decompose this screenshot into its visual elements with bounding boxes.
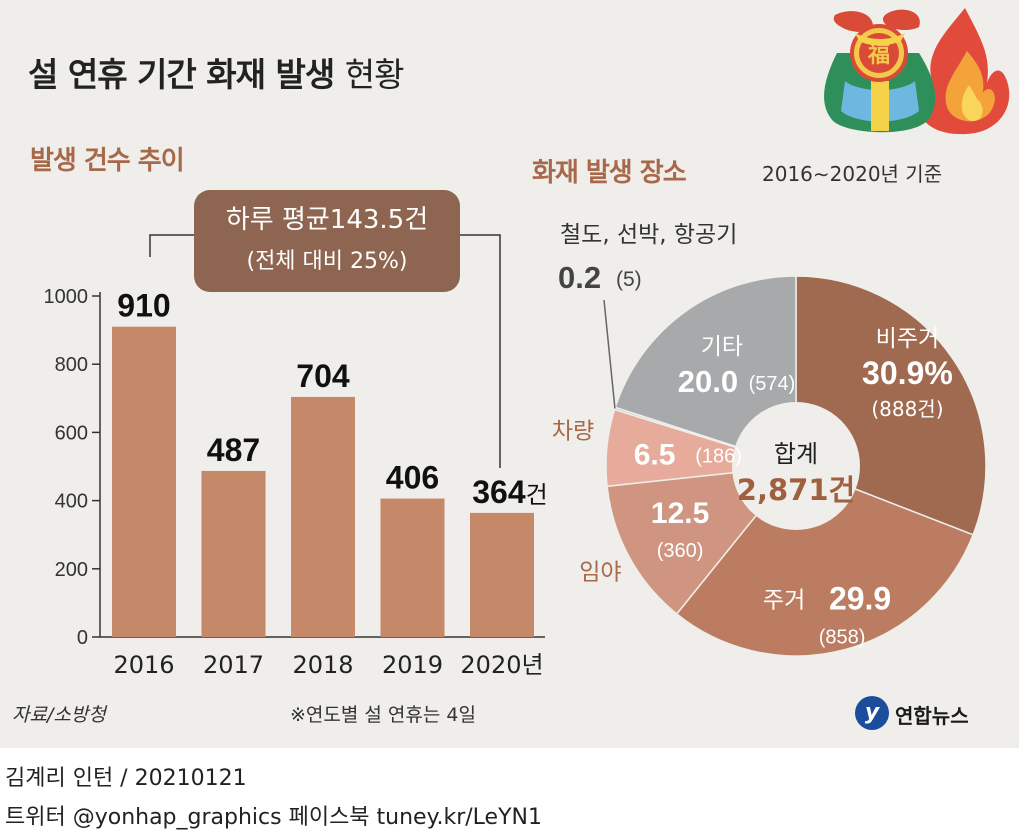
slice-value-label: 30.9% — [862, 355, 953, 391]
slice-name-label: 기타 — [701, 334, 743, 360]
bar — [112, 326, 176, 637]
slice-count-label: (888건) — [871, 397, 943, 421]
bar-category-label: 2017 — [203, 651, 264, 679]
slice-name-label: 임야 — [579, 559, 621, 585]
bar-category-label: 2020년 — [460, 651, 543, 679]
donut-chart: 합계 2,871건 비주거 30.9% (888건) 주거 29.9 (858) 12.5 (… — [552, 222, 987, 657]
slice-name-label: 철도, 선박, 항공기 — [560, 222, 737, 248]
slice-name-label: 비주거 — [876, 326, 939, 352]
bar-category-label: 2019 — [382, 651, 443, 679]
bar-y-tick-label: 800 — [55, 354, 88, 376]
bar-value-label: 487 — [207, 432, 260, 468]
bar-y-tick-label: 1000 — [44, 286, 89, 308]
slice-count-label: (360) — [657, 540, 704, 562]
donut-slice — [675, 465, 975, 657]
slice-value-label: 20.0 — [678, 364, 738, 399]
callout: 하루 평균143.5건 (전체 대비 25%) — [149, 190, 501, 468]
donut-slice — [614, 275, 797, 468]
author-date: 김계리 인턴 / 20210121 — [5, 766, 247, 791]
bar-value-label: 406 — [386, 460, 439, 496]
donut-center-label: 합계 — [774, 440, 818, 468]
bar-y-tick-label: 200 — [55, 559, 88, 581]
slice-value-label: 12.5 — [651, 497, 709, 530]
slice-value-label: 6.5 — [634, 438, 676, 471]
callout-line1: 하루 평균143.5건 — [226, 205, 428, 235]
yonhap-logo-icon: y — [855, 696, 889, 730]
bar — [470, 512, 534, 637]
bar — [380, 498, 445, 637]
lucky-bag-fire-illustration: 福 — [824, 8, 1010, 135]
bar-category-label: 2016 — [113, 651, 174, 679]
bar-value-label: 364건 — [472, 474, 547, 510]
yonhap-logo-text: 연합뉴스 — [895, 704, 969, 728]
slice-count-label: (186) — [695, 445, 742, 467]
bar-series: 910 2016 487 2017 704 2018 406 2019 364건 2020년 — [112, 288, 548, 679]
pie-section-title: 화재 발생 장소 — [532, 158, 687, 188]
bar-value-label: 910 — [117, 288, 170, 324]
page-title: 설 연휴 기간 화재 발생 현황 — [28, 55, 404, 94]
slice-count-label: (858) — [819, 626, 866, 648]
callout-line2: (전체 대비 25%) — [246, 249, 407, 274]
basis-period: 2016∼2020년 기준 — [762, 162, 943, 186]
slice-value-label: 0.2 — [558, 260, 601, 295]
donut-hole — [732, 402, 860, 530]
svg-text:福: 福 — [867, 42, 890, 67]
bar-section-title: 발생 건수 추이 — [30, 146, 185, 176]
donut-center-value: 2,871건 — [737, 473, 855, 507]
bar-y-tick-label: 0 — [77, 627, 88, 649]
callout-box — [194, 190, 460, 292]
bar-y-tick-label: 600 — [55, 422, 88, 444]
bar-category-label: 2018 — [292, 651, 353, 679]
bar-value-label: 704 — [296, 358, 350, 394]
yonhap-logo: y 연합뉴스 — [855, 696, 1005, 732]
leader-line — [603, 299, 616, 409]
source-credit: 자료/소방청 — [12, 704, 106, 726]
callout-connector-left — [149, 234, 194, 257]
bar — [201, 470, 266, 637]
slice-count-label: (5) — [616, 268, 642, 291]
callout-connector-right — [460, 234, 501, 468]
slice-value-label: 29.9 — [829, 580, 891, 616]
slice-name-label: 주거 — [763, 587, 805, 613]
social-links: 트위터 @yonhap_graphics 페이스북 tuney.kr/LeYN1 — [5, 805, 542, 830]
slice-count-label: (574) — [749, 373, 796, 395]
donut-labels: 비주거 30.9% (888건) 주거 29.9 (858) 12.5 (360) 임야 6.5 (… — [552, 222, 953, 648]
bar — [291, 396, 355, 637]
bar-y-tick-label: 400 — [55, 491, 88, 513]
footnote: ※연도별 설 연휴는 4일 — [290, 704, 476, 726]
slice-name-label: 차량 — [552, 419, 594, 445]
bar-chart: 0 200 400 600 800 1000 910 2016 487 2017 704 2018 4… — [44, 190, 548, 679]
